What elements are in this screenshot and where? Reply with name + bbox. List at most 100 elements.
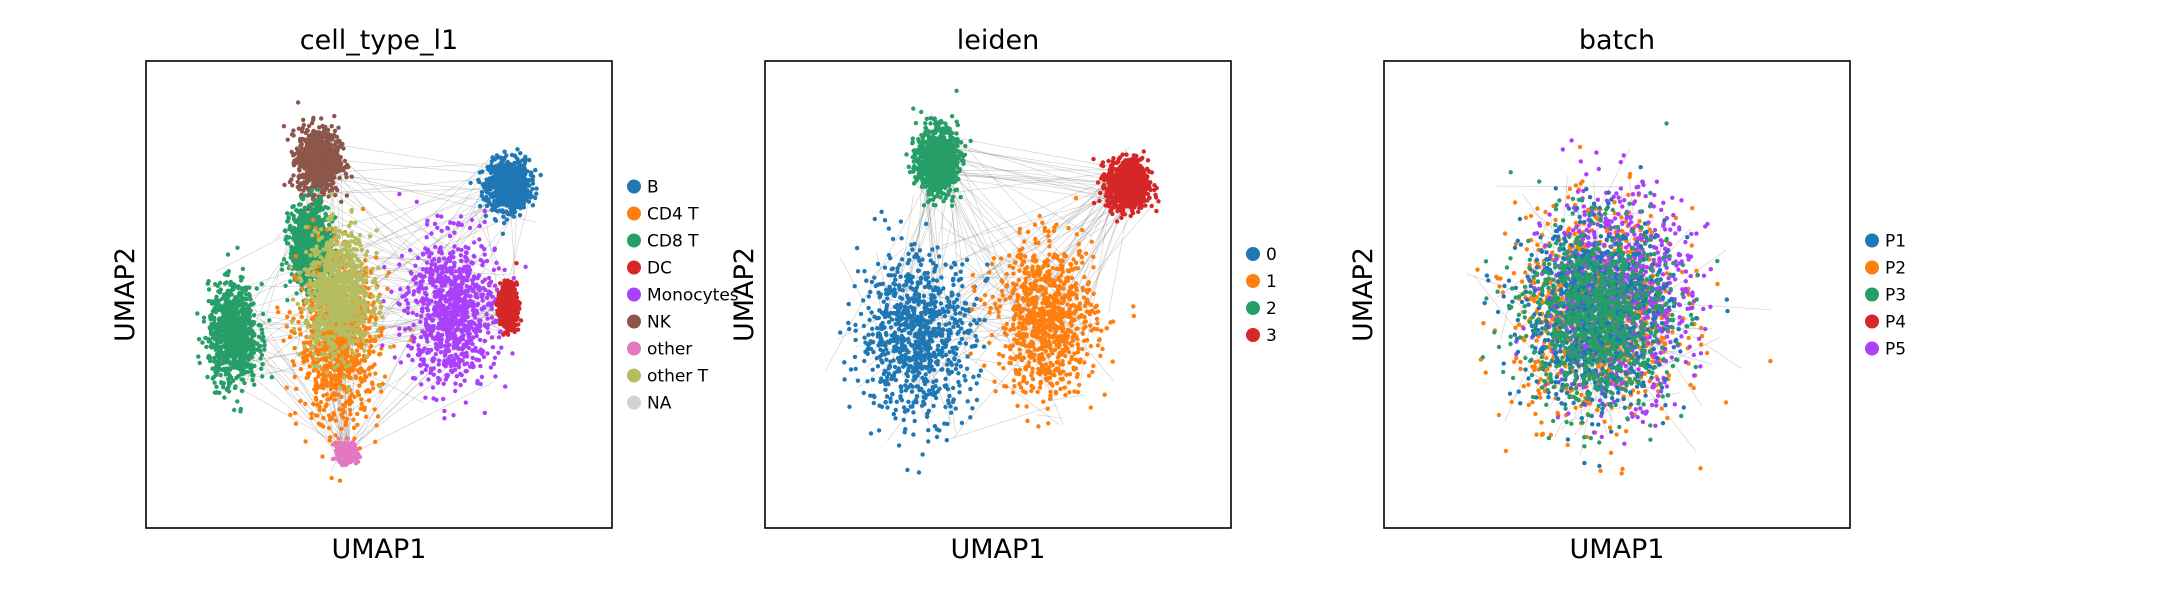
scatter-point <box>357 383 362 388</box>
scatter-point <box>333 150 339 156</box>
scatter-point <box>515 156 520 161</box>
scatter-point <box>373 317 378 322</box>
scatter-point <box>318 132 324 137</box>
scatter-point <box>335 377 340 382</box>
scatter-point <box>262 347 267 352</box>
scatter-point <box>313 200 319 205</box>
scatter-point <box>230 329 235 334</box>
edge-line <box>351 156 500 457</box>
scatter-point <box>328 435 333 440</box>
scatter-point <box>302 180 307 185</box>
scatter-point <box>226 384 231 390</box>
scatter-point <box>442 416 447 421</box>
scatter-point <box>206 355 211 360</box>
scatter-point <box>321 393 326 398</box>
scatter-point <box>269 375 274 380</box>
scatter-point <box>212 359 217 364</box>
scatter-point <box>337 157 342 162</box>
scatter-point <box>482 219 487 225</box>
scatter-point <box>229 337 234 342</box>
scatter-point <box>501 214 506 219</box>
scatter-point <box>486 197 491 202</box>
scatter-point <box>219 380 224 385</box>
scatter-point <box>331 391 337 397</box>
scatter-point <box>333 418 339 423</box>
scatter-point <box>249 369 254 374</box>
scatter-point <box>287 179 293 185</box>
scatter-point <box>489 163 494 168</box>
scatter-point <box>230 313 236 318</box>
scatter-point <box>221 385 226 390</box>
scatter-point <box>208 344 213 349</box>
scatter-point <box>349 174 354 179</box>
scatter-point <box>373 439 378 444</box>
scatter-point <box>514 191 519 196</box>
scatter-point <box>352 394 357 400</box>
scatter-point <box>301 117 306 123</box>
scatter-point <box>298 202 303 207</box>
scatter-point <box>212 390 218 395</box>
scatter-point <box>480 169 485 174</box>
scatter-point <box>320 377 325 382</box>
scatter-point <box>433 352 438 357</box>
scatter-point <box>498 181 503 187</box>
scatter-point <box>324 161 329 167</box>
scatter-point <box>479 374 485 380</box>
scatter-point <box>196 337 202 342</box>
scatter-point <box>343 349 349 354</box>
scatter-point <box>496 168 501 174</box>
scatter-point <box>276 309 281 315</box>
scatter-point <box>222 353 227 359</box>
scatter-point <box>308 204 313 210</box>
scatter-point <box>530 203 536 208</box>
scatter-point <box>411 322 416 328</box>
scatter-point <box>208 331 214 336</box>
edge-line <box>362 163 491 352</box>
scatter-point <box>321 192 326 197</box>
scatter-point <box>313 413 319 418</box>
cluster-b <box>468 147 543 236</box>
scatter-point <box>515 147 520 152</box>
scatter-point <box>423 395 428 400</box>
scatter-point <box>289 211 294 216</box>
scatter-point <box>279 262 285 267</box>
scatter-point <box>258 356 263 361</box>
scatter-point <box>222 292 227 297</box>
scatter-point <box>367 334 373 339</box>
scatter-point <box>347 370 352 375</box>
edge-line <box>341 294 435 465</box>
scatter-point <box>235 245 240 250</box>
scatter-point <box>343 422 349 427</box>
scatter-point <box>304 340 310 345</box>
scatter-point <box>370 386 376 391</box>
scatter-point <box>303 439 308 444</box>
scatter-point <box>419 314 424 319</box>
scatter-point <box>322 140 327 145</box>
scatter-point <box>300 152 306 158</box>
scatter-point <box>324 136 330 142</box>
edge-line <box>326 145 513 306</box>
scatter-point <box>214 351 220 357</box>
scatter-point <box>319 116 324 121</box>
scatter-point <box>344 193 350 198</box>
scatter-point <box>251 350 256 355</box>
scatter-point <box>251 321 256 326</box>
scatter-point <box>223 372 228 377</box>
scatter-point <box>337 381 342 386</box>
scatter-point <box>287 235 292 240</box>
scatter-point <box>296 319 301 325</box>
scatter-point <box>503 187 508 192</box>
scatter-point <box>224 318 229 323</box>
scatter-point <box>518 186 524 191</box>
scatter-point <box>244 297 249 302</box>
scatter-point <box>244 340 250 345</box>
scatter-point <box>320 454 325 459</box>
scatter-point <box>291 225 297 231</box>
scatter-point <box>459 247 464 253</box>
scatter-point <box>502 173 507 178</box>
scatter-point <box>496 335 502 340</box>
scatter-point <box>236 338 241 343</box>
scatter-point <box>498 202 503 207</box>
